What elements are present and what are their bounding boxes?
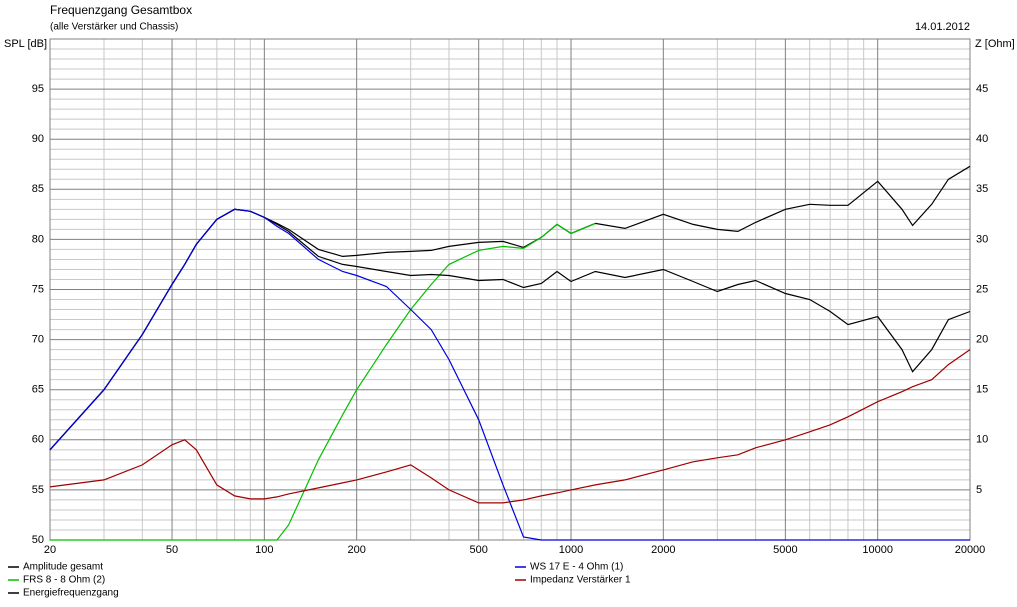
chart-title: Frequenzgang Gesamtbox xyxy=(50,3,192,17)
legend-label: WS 17 E - 4 Ohm (1) xyxy=(530,562,623,573)
series-line xyxy=(49,349,971,504)
y-tick-label: 50 xyxy=(32,534,44,546)
y-tick-label: 60 xyxy=(32,434,44,446)
y2-tick-label: 45 xyxy=(976,83,988,95)
plot-border xyxy=(49,38,971,541)
y2-axis-label: Z [Ohm] xyxy=(975,38,1015,50)
x-tick-label: 10000 xyxy=(862,544,893,556)
legend-label: Energiefrequenzgang xyxy=(23,588,119,599)
x-tick-label: 20 xyxy=(44,544,56,556)
y2-tick-label: 15 xyxy=(976,384,988,396)
chart-date: 14.01.2012 xyxy=(915,21,970,33)
x-tick-label: 5000 xyxy=(773,544,797,556)
y2-tick-label: 10 xyxy=(976,434,988,446)
y-tick-label: 90 xyxy=(32,133,44,145)
y2-tick-label: 35 xyxy=(976,183,988,195)
chart-subtitle: (alle Verstärker und Chassis) xyxy=(50,22,178,33)
x-tick-label: 1000 xyxy=(559,544,583,556)
y-tick-label: 75 xyxy=(32,283,44,295)
y-tick-label: 65 xyxy=(32,384,44,396)
y-tick-label: 95 xyxy=(32,83,44,95)
legend-label: Amplitude gesamt xyxy=(23,562,103,573)
x-tick-label: 500 xyxy=(470,544,488,556)
y2-tick-label: 25 xyxy=(976,283,988,295)
legend-label: Impedanz Verstärker 1 xyxy=(530,575,631,586)
x-tick-label: 200 xyxy=(347,544,365,556)
y-axis-label: SPL [dB] xyxy=(4,38,47,50)
y2-tick-label: 30 xyxy=(976,233,988,245)
x-tick-label: 20000 xyxy=(955,544,986,556)
y-tick-label: 70 xyxy=(32,334,44,346)
series-line xyxy=(49,208,970,541)
y-tick-label: 85 xyxy=(32,183,44,195)
y-tick-label: 80 xyxy=(32,233,44,245)
y2-tick-label: 20 xyxy=(976,334,988,346)
y-tick-label: 55 xyxy=(32,484,44,496)
y2-tick-label: 5 xyxy=(976,484,982,496)
legend-label: FRS 8 - 8 Ohm (2) xyxy=(23,575,105,586)
x-tick-label: 2000 xyxy=(651,544,675,556)
x-tick-label: 50 xyxy=(166,544,178,556)
x-tick-label: 100 xyxy=(255,544,273,556)
y2-tick-label: 40 xyxy=(976,133,988,145)
series-line xyxy=(50,222,596,541)
